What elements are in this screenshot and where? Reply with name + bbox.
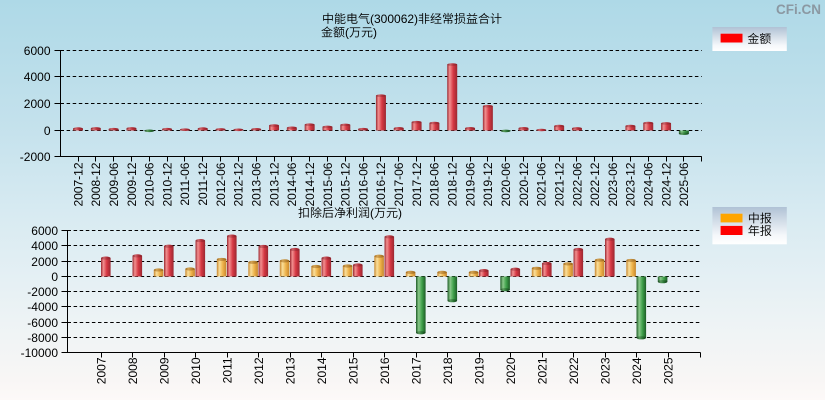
svg-text:2015-12: 2015-12 [339, 162, 353, 206]
svg-text:2000: 2000 [31, 255, 58, 269]
svg-text:2009-06: 2009-06 [107, 162, 121, 206]
svg-text:2024-06: 2024-06 [642, 162, 656, 206]
svg-text:2000: 2000 [24, 97, 51, 111]
svg-text:2013: 2013 [283, 357, 297, 384]
svg-text:2014-06: 2014-06 [285, 162, 299, 206]
svg-text:2025: 2025 [661, 357, 675, 384]
svg-text:2011: 2011 [220, 357, 234, 383]
svg-text:2011-06: 2011-06 [178, 162, 192, 205]
svg-text:(: ( [345, 26, 349, 40]
svg-text:2009-12: 2009-12 [125, 162, 139, 206]
svg-text:2024-12: 2024-12 [659, 162, 673, 206]
svg-text:): ) [398, 206, 402, 220]
svg-text:2011-12: 2011-12 [196, 162, 210, 205]
svg-text:2017: 2017 [409, 357, 423, 384]
svg-text:0: 0 [44, 124, 51, 138]
svg-text:-2000: -2000 [20, 150, 51, 164]
svg-text:2022-06: 2022-06 [570, 162, 584, 206]
svg-text:2022: 2022 [567, 357, 581, 384]
svg-text:2020: 2020 [504, 357, 518, 384]
svg-text:2017-12: 2017-12 [410, 162, 424, 206]
svg-text:2024: 2024 [630, 357, 644, 384]
svg-text:2012-06: 2012-06 [214, 162, 228, 206]
svg-text:2015: 2015 [346, 357, 360, 384]
svg-text:-6000: -6000 [27, 316, 58, 330]
svg-text:2013-12: 2013-12 [267, 162, 281, 206]
svg-text:(: ( [370, 206, 374, 220]
svg-text:2023: 2023 [598, 357, 612, 384]
svg-text:2025-06: 2025-06 [677, 162, 691, 206]
svg-text:2008: 2008 [126, 357, 140, 384]
svg-text:-8000: -8000 [27, 331, 58, 345]
svg-text:0: 0 [51, 270, 58, 284]
svg-text:2010: 2010 [189, 357, 203, 384]
svg-text:2009: 2009 [157, 357, 171, 384]
svg-text:2008-12: 2008-12 [89, 162, 103, 206]
svg-text:2022-12: 2022-12 [588, 162, 602, 206]
svg-text:-2000: -2000 [27, 285, 58, 299]
svg-text:2014-12: 2014-12 [303, 162, 317, 206]
svg-text:2018-06: 2018-06 [428, 162, 442, 206]
svg-text:6000: 6000 [24, 44, 51, 58]
svg-text:2018: 2018 [441, 357, 455, 384]
svg-text:2010-12: 2010-12 [160, 162, 174, 206]
svg-text:): ) [373, 26, 377, 40]
svg-text:2021-06: 2021-06 [535, 162, 549, 206]
svg-text:2021: 2021 [535, 357, 549, 384]
svg-text:2016-12: 2016-12 [374, 162, 388, 206]
svg-text:2012-12: 2012-12 [232, 162, 246, 206]
svg-text:2019-12: 2019-12 [481, 162, 495, 206]
svg-text:-10000: -10000 [21, 346, 59, 360]
svg-text:-4000: -4000 [27, 300, 58, 314]
svg-text:2007: 2007 [94, 357, 108, 384]
svg-text:2013-06: 2013-06 [250, 162, 264, 206]
svg-text:2016-06: 2016-06 [356, 162, 370, 206]
svg-text:2019: 2019 [472, 357, 486, 384]
svg-text:2014: 2014 [315, 357, 329, 384]
svg-text:2017-06: 2017-06 [392, 162, 406, 206]
svg-text:(300062): (300062) [370, 12, 418, 26]
svg-text:2023-06: 2023-06 [606, 162, 620, 206]
svg-text:2020-12: 2020-12 [517, 162, 531, 206]
svg-text:6000: 6000 [31, 224, 58, 238]
svg-text:4000: 4000 [24, 70, 51, 84]
svg-text:2018-12: 2018-12 [446, 162, 460, 206]
svg-text:4000: 4000 [31, 239, 58, 253]
svg-text:2021-12: 2021-12 [552, 162, 566, 206]
svg-text:2010-06: 2010-06 [143, 162, 157, 206]
svg-text:2023-12: 2023-12 [624, 162, 638, 206]
svg-text:2020-06: 2020-06 [499, 162, 513, 206]
svg-text:2015-06: 2015-06 [321, 162, 335, 206]
svg-text:CFi.CN: CFi.CN [776, 2, 821, 17]
svg-text:2016: 2016 [378, 357, 392, 384]
svg-text:2007-12: 2007-12 [71, 162, 85, 206]
svg-text:2012: 2012 [252, 357, 266, 384]
svg-text:2019-06: 2019-06 [463, 162, 477, 206]
